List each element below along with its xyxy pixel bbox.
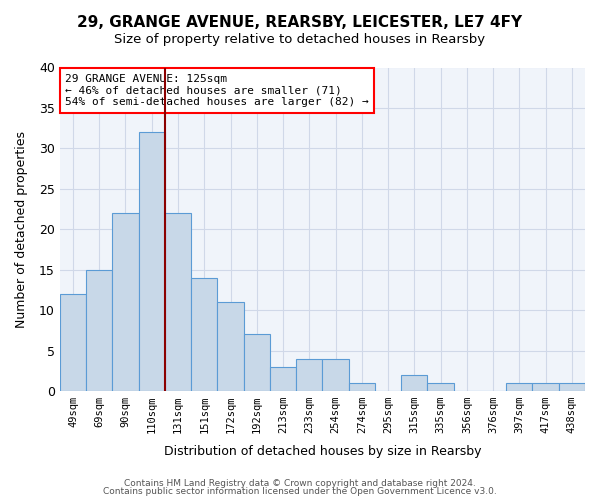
Text: 29, GRANGE AVENUE, REARSBY, LEICESTER, LE7 4FY: 29, GRANGE AVENUE, REARSBY, LEICESTER, L… <box>77 15 523 30</box>
Text: Contains public sector information licensed under the Open Government Licence v3: Contains public sector information licen… <box>103 487 497 496</box>
Bar <box>559 383 585 391</box>
Text: Contains HM Land Registry data © Crown copyright and database right 2024.: Contains HM Land Registry data © Crown c… <box>124 478 476 488</box>
Bar <box>427 383 454 391</box>
Bar <box>532 383 559 391</box>
Bar <box>401 375 427 391</box>
Bar <box>296 358 322 391</box>
Text: Size of property relative to detached houses in Rearsby: Size of property relative to detached ho… <box>115 32 485 46</box>
Bar <box>86 270 112 391</box>
Bar <box>244 334 270 391</box>
Text: 29 GRANGE AVENUE: 125sqm
← 46% of detached houses are smaller (71)
54% of semi-d: 29 GRANGE AVENUE: 125sqm ← 46% of detach… <box>65 74 369 107</box>
Bar <box>139 132 165 391</box>
Bar <box>60 294 86 391</box>
Y-axis label: Number of detached properties: Number of detached properties <box>15 131 28 328</box>
Bar <box>270 367 296 391</box>
Bar <box>112 213 139 391</box>
Bar <box>322 358 349 391</box>
Bar <box>506 383 532 391</box>
Bar <box>165 213 191 391</box>
Bar <box>349 383 375 391</box>
X-axis label: Distribution of detached houses by size in Rearsby: Distribution of detached houses by size … <box>164 444 481 458</box>
Bar <box>217 302 244 391</box>
Bar <box>191 278 217 391</box>
